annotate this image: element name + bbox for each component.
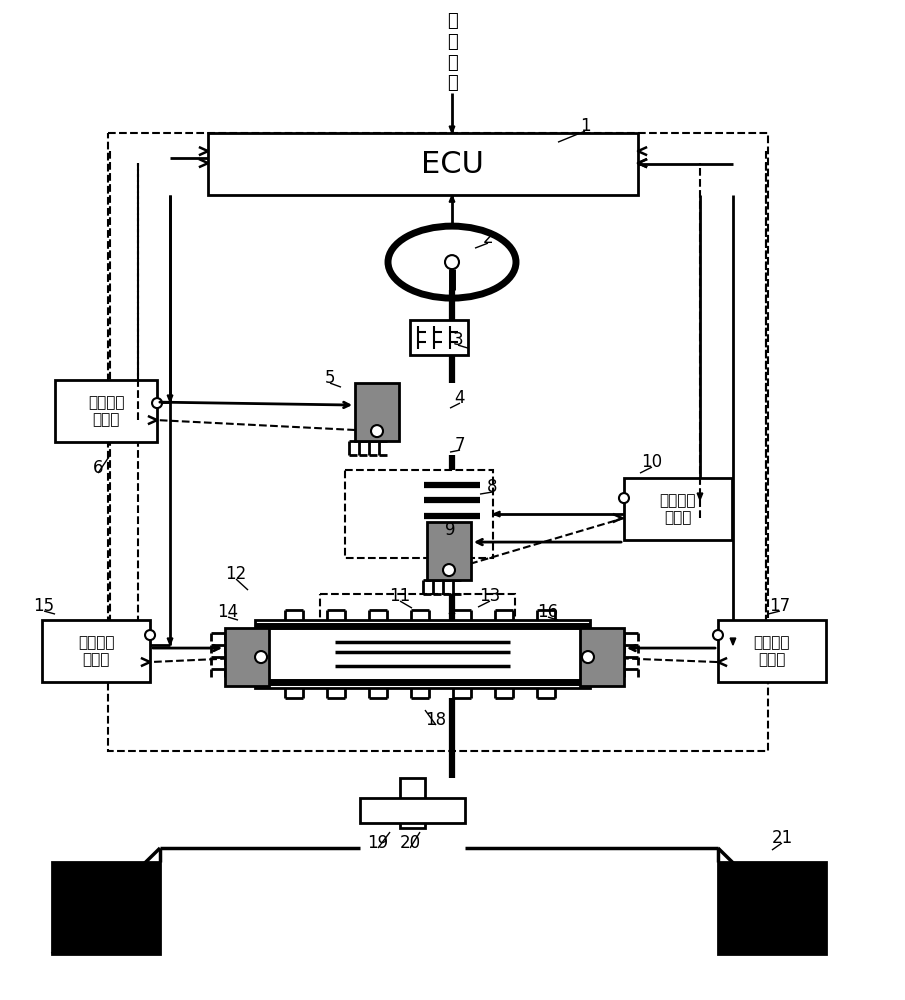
Bar	[427, 522, 471, 580]
Bar	[400, 778, 425, 828]
Text: 21: 21	[771, 829, 793, 847]
Circle shape	[582, 651, 594, 663]
Text: 6: 6	[93, 459, 103, 477]
Text: 2: 2	[482, 229, 493, 247]
Bar	[208, 133, 638, 195]
Text: 3: 3	[452, 331, 463, 349]
Circle shape	[619, 493, 629, 503]
Text: 14: 14	[217, 603, 239, 621]
Bar	[320, 594, 515, 626]
Text: 第二电机
控制器: 第二电机 控制器	[754, 635, 790, 667]
Text: 5: 5	[325, 369, 335, 387]
Polygon shape	[449, 195, 455, 202]
Circle shape	[145, 630, 155, 640]
Bar	[360, 798, 465, 823]
Text: 车
速
信
号: 车 速 信 号	[447, 12, 457, 92]
Text: 7: 7	[454, 436, 465, 454]
Polygon shape	[697, 493, 703, 500]
Polygon shape	[449, 126, 455, 133]
Text: 第三电机
控制器: 第三电机 控制器	[660, 493, 696, 525]
Bar	[255, 620, 590, 688]
Circle shape	[152, 398, 162, 408]
Circle shape	[713, 630, 723, 640]
Text: 19: 19	[367, 834, 388, 852]
Bar	[55, 380, 157, 442]
Text: 第一电机
控制器: 第一电机 控制器	[78, 635, 114, 667]
Circle shape	[371, 425, 383, 437]
Bar	[624, 478, 732, 540]
Text: 路感电机
控制器: 路感电机 控制器	[88, 395, 124, 427]
Text: 11: 11	[389, 587, 411, 605]
Polygon shape	[493, 511, 500, 517]
Circle shape	[255, 651, 267, 663]
Text: 17: 17	[769, 597, 790, 615]
Text: 10: 10	[642, 453, 662, 471]
Text: 20: 20	[399, 834, 421, 852]
Circle shape	[443, 564, 455, 576]
Text: 13: 13	[480, 587, 500, 605]
Bar	[718, 620, 826, 682]
Polygon shape	[449, 613, 455, 620]
Text: 1: 1	[580, 117, 590, 135]
Bar	[52, 862, 160, 954]
Bar	[580, 628, 624, 686]
Text: 16: 16	[538, 603, 558, 621]
Bar	[225, 628, 269, 686]
Bar	[345, 470, 493, 558]
Bar	[108, 133, 768, 751]
Polygon shape	[167, 638, 173, 645]
Polygon shape	[730, 638, 736, 645]
Bar	[718, 862, 826, 954]
Polygon shape	[167, 395, 173, 402]
Text: 18: 18	[425, 711, 446, 729]
Text: 4: 4	[454, 389, 465, 407]
Text: 15: 15	[33, 597, 54, 615]
Text: 9: 9	[444, 521, 455, 539]
Text: 12: 12	[225, 565, 247, 583]
Bar	[42, 620, 150, 682]
Bar	[355, 383, 399, 441]
Text: ECU: ECU	[421, 150, 483, 179]
Bar	[410, 320, 468, 355]
Circle shape	[445, 255, 459, 269]
Text: 8: 8	[487, 478, 497, 496]
